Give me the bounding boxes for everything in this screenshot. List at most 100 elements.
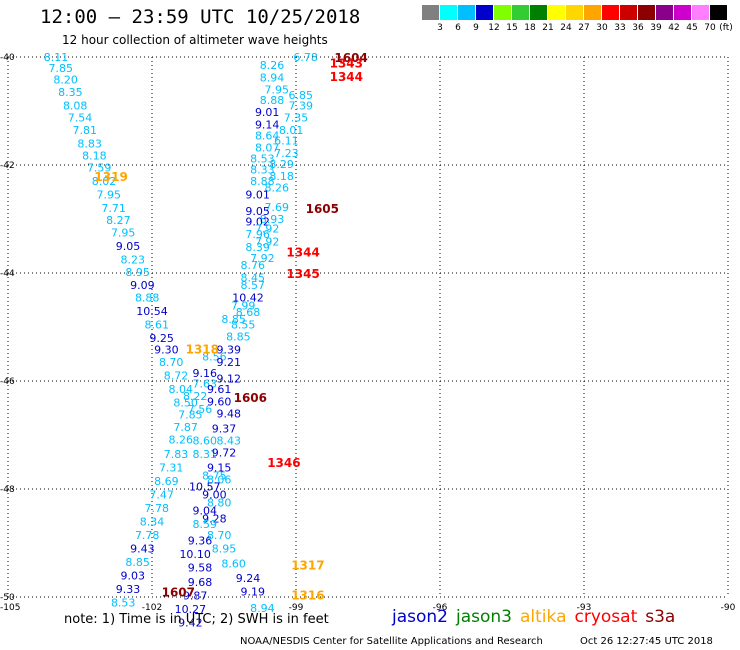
swh-value: 9.21 xyxy=(217,356,242,369)
longitude-tick-label: -99 xyxy=(289,603,304,613)
swh-value: 10.27 xyxy=(175,603,207,616)
latitude-tick-label: -44 xyxy=(0,269,15,279)
swh-value: 10.54 xyxy=(136,305,168,318)
swh-value: 8.23 xyxy=(121,254,146,267)
swh-value: 9.00 xyxy=(202,488,227,501)
swh-value: 9.61 xyxy=(207,383,232,396)
swh-value: 8.50 xyxy=(173,397,198,410)
swh-value: 7.47 xyxy=(149,488,174,501)
swh-value: 9.24 xyxy=(236,572,261,585)
track-time-label: 1344 xyxy=(330,70,363,84)
swh-value: 9.03 xyxy=(121,569,146,582)
color-swatch xyxy=(422,5,439,20)
swh-value: 8.56 xyxy=(202,351,227,364)
legend-item-jason3: jason3 xyxy=(456,607,512,627)
swh-value: 8.55 xyxy=(231,318,256,331)
track-time-label: 1344 xyxy=(286,245,319,259)
swh-value: 8.69 xyxy=(154,475,179,488)
swh-value: 7.85 xyxy=(49,62,74,75)
swh-value: 9.68 xyxy=(188,576,213,589)
swh-value: 9.09 xyxy=(130,279,155,292)
swh-value: 9.30 xyxy=(154,344,179,357)
color-scale-label: 12 xyxy=(488,23,500,33)
swh-value: 8.04 xyxy=(169,383,194,396)
color-scale-label: 30 xyxy=(596,23,608,33)
color-swatch xyxy=(458,5,475,20)
color-swatch xyxy=(494,5,511,20)
color-swatch xyxy=(692,5,709,20)
swh-value: 9.72 xyxy=(212,446,237,459)
swh-value: 8.43 xyxy=(217,434,242,447)
satellite-legend: jason2 jason3 altika cryosat s3a xyxy=(392,607,683,627)
color-scale-label: 39 xyxy=(650,23,662,33)
swh-value: 10.10 xyxy=(179,548,211,561)
color-swatch xyxy=(638,5,655,20)
swh-value: 9.58 xyxy=(188,561,213,574)
swh-value: 8.53 xyxy=(111,596,136,609)
swh-value: 7.31 xyxy=(159,461,184,474)
swh-value: 8.39 xyxy=(245,241,270,254)
swh-value: 8.27 xyxy=(106,214,131,227)
swh-value: 7.95 xyxy=(265,83,290,96)
track-time-label: 1316 xyxy=(291,588,324,602)
swh-value: 9.05 xyxy=(116,240,141,253)
legend-item-altika: altika xyxy=(520,607,567,627)
swh-value: 8.11 xyxy=(44,51,69,64)
swh-value: 8.85 xyxy=(125,556,150,569)
swh-value: 7.95 xyxy=(97,189,122,202)
credit-text: NOAA/NESDIS Center for Satellite Applica… xyxy=(240,636,543,647)
swh-value: 7.69 xyxy=(265,201,290,214)
swh-value: 10.57 xyxy=(189,480,221,493)
swh-value: 8.70 xyxy=(207,529,232,542)
swh-value: 9.04 xyxy=(193,505,218,518)
color-scale-label: 21 xyxy=(542,23,554,33)
swh-value: 8.22 xyxy=(183,390,208,403)
color-scale-label: 15 xyxy=(506,23,518,33)
swh-value: 9.87 xyxy=(183,589,208,602)
swh-value: 7.59 xyxy=(87,162,112,175)
track-time-label: 1604 xyxy=(334,51,367,65)
swh-value: 9.43 xyxy=(130,542,155,555)
color-swatch xyxy=(620,5,637,20)
swh-value: 8.35 xyxy=(58,86,83,99)
color-swatch xyxy=(710,5,727,20)
swh-value: 8.88 xyxy=(250,175,275,188)
swh-value: 7.78 xyxy=(145,502,170,515)
swh-value: 7.96 xyxy=(245,228,270,241)
swh-value: 7.99 xyxy=(231,299,256,312)
swh-value: 8.88 xyxy=(260,94,285,107)
swh-value: 9.28 xyxy=(202,513,227,526)
color-swatch xyxy=(476,5,493,20)
swh-value: 9.42 xyxy=(178,616,203,629)
swh-value: 8.18 xyxy=(269,170,294,183)
swh-value: 8.57 xyxy=(241,279,266,292)
swh-value: 8.06 xyxy=(207,473,232,486)
latitude-tick-label: -42 xyxy=(0,161,15,171)
track-time-label: 1343 xyxy=(330,56,363,70)
color-swatch xyxy=(674,5,691,20)
swh-value: 8.53 xyxy=(250,153,275,166)
swh-value: 10.42 xyxy=(232,291,264,304)
swh-value: 9.02 xyxy=(245,216,270,229)
swh-value: 7.95 xyxy=(111,227,136,240)
swh-value: 6.11 xyxy=(274,135,299,148)
track-time-labels: 1604134313441319160513441345131816061346… xyxy=(94,51,367,602)
track-time-label: 1345 xyxy=(286,267,319,281)
longitude-tick-label: -90 xyxy=(721,603,736,613)
color-swatch xyxy=(584,5,601,20)
longitude-tick-label: -105 xyxy=(0,603,20,613)
swh-value: 8.45 xyxy=(241,271,266,284)
swh-value: 7.39 xyxy=(289,100,314,113)
swh-value: 8.85 xyxy=(226,331,251,344)
track-time-label: 1346 xyxy=(267,456,300,470)
swh-value: 6.78 xyxy=(293,51,318,64)
color-swatch xyxy=(512,5,529,20)
latitude-tick-label: -46 xyxy=(0,377,15,387)
color-swatch xyxy=(656,5,673,20)
swh-value: 8.02 xyxy=(92,175,117,188)
track-time-label: 1605 xyxy=(306,202,339,216)
track-time-label: 1318 xyxy=(186,343,219,357)
track-time-label: 1319 xyxy=(94,170,127,184)
swh-value: 7.23 xyxy=(274,147,299,160)
color-scale-label: 33 xyxy=(614,23,626,33)
